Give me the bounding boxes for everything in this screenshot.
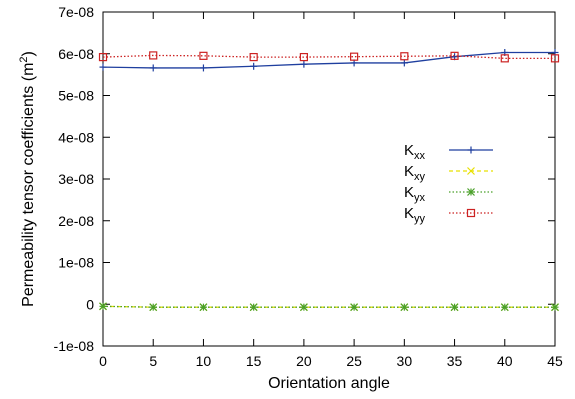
y-tick-label: 1e-08 [58, 255, 94, 271]
x-axis: 0 5 10 15 20 25 30 35 40 45 [99, 12, 563, 369]
data-point-kyy [550, 54, 560, 63]
data-point-kxx [199, 64, 207, 72]
x-tick-label: 5 [149, 353, 157, 369]
data-point-kyx [299, 303, 308, 312]
x-axis-label: Orientation angle [268, 375, 390, 392]
y-tick-label: 5e-08 [58, 88, 94, 104]
data-point-kyy [450, 51, 459, 60]
data-point-kyy [149, 51, 158, 60]
y-tick-label: 3e-08 [58, 171, 94, 187]
series-line-kxx [102, 51, 555, 69]
y-tick-label: 6e-08 [58, 46, 94, 62]
legend-marker-kyy [466, 208, 476, 218]
data-point-kyy [299, 52, 308, 62]
data-point-kyx [400, 303, 409, 312]
x-tick-label: 10 [196, 353, 212, 369]
data-point-kyy [98, 52, 108, 62]
data-point-kyy [400, 52, 409, 61]
data-point-kyy [350, 52, 359, 61]
x-tick-label: 45 [547, 353, 563, 369]
series-line-kyy [102, 54, 555, 59]
x-tick-label: 35 [447, 353, 463, 369]
x-tick-label: 0 [99, 353, 107, 369]
data-point-kyx [551, 303, 559, 312]
legend-label-kyy: Kyy [404, 205, 426, 225]
series-lines [98, 48, 560, 312]
data-point-kyx [249, 303, 258, 312]
y-tick-label: 4e-08 [58, 129, 94, 145]
y-tick-label: 0 [86, 296, 94, 312]
data-point-kyy [249, 52, 258, 62]
data-point-kxx [300, 60, 308, 68]
y-tick-label: 7e-08 [58, 4, 94, 20]
data-point-kyx [500, 303, 509, 312]
data-point-kyx [149, 303, 158, 312]
legend-marker-kxx [467, 146, 475, 154]
data-point-kxx [99, 63, 107, 71]
y-axis: -1e-08 0 1e-08 2e-08 3e-08 4e-08 5e-08 6e-08 7e-… [54, 4, 555, 354]
y-axis-label-close: ) [20, 51, 37, 56]
y-tick-label: -1e-08 [54, 338, 95, 354]
data-point-kxx [250, 62, 258, 70]
x-tick-label: 25 [346, 353, 362, 369]
legend-label-kxy: Kxy [404, 163, 426, 183]
data-point-kyx [450, 303, 459, 312]
legend-label-kyx: Kyx [404, 184, 426, 204]
y-tick-label: 2e-08 [58, 213, 94, 229]
x-tick-label: 20 [296, 353, 312, 369]
x-tick-label: 40 [497, 353, 513, 369]
y-axis-label: Permeability tensor coefficients (m2) [18, 51, 37, 307]
y-axis-label-superscript: 2 [18, 56, 30, 62]
data-point-kyy [500, 54, 509, 63]
x-tick-label: 15 [246, 353, 262, 369]
data-point-kyx [199, 303, 208, 312]
data-point-kyx [99, 302, 107, 311]
y-axis-label-main: Permeability tensor coefficients (m [20, 63, 37, 307]
data-point-kxx [149, 64, 157, 72]
data-point-kyy [199, 51, 208, 60]
series-line-kxy [102, 305, 555, 308]
x-tick-label: 30 [397, 353, 413, 369]
legend-label-kxx: Kxx [404, 142, 426, 162]
plot-frame [102, 11, 556, 347]
legend-marker-kxy [467, 167, 475, 175]
data-point-kyx [350, 303, 359, 312]
data-point-kxx [400, 59, 408, 67]
legend-marker-kyx [467, 188, 475, 196]
